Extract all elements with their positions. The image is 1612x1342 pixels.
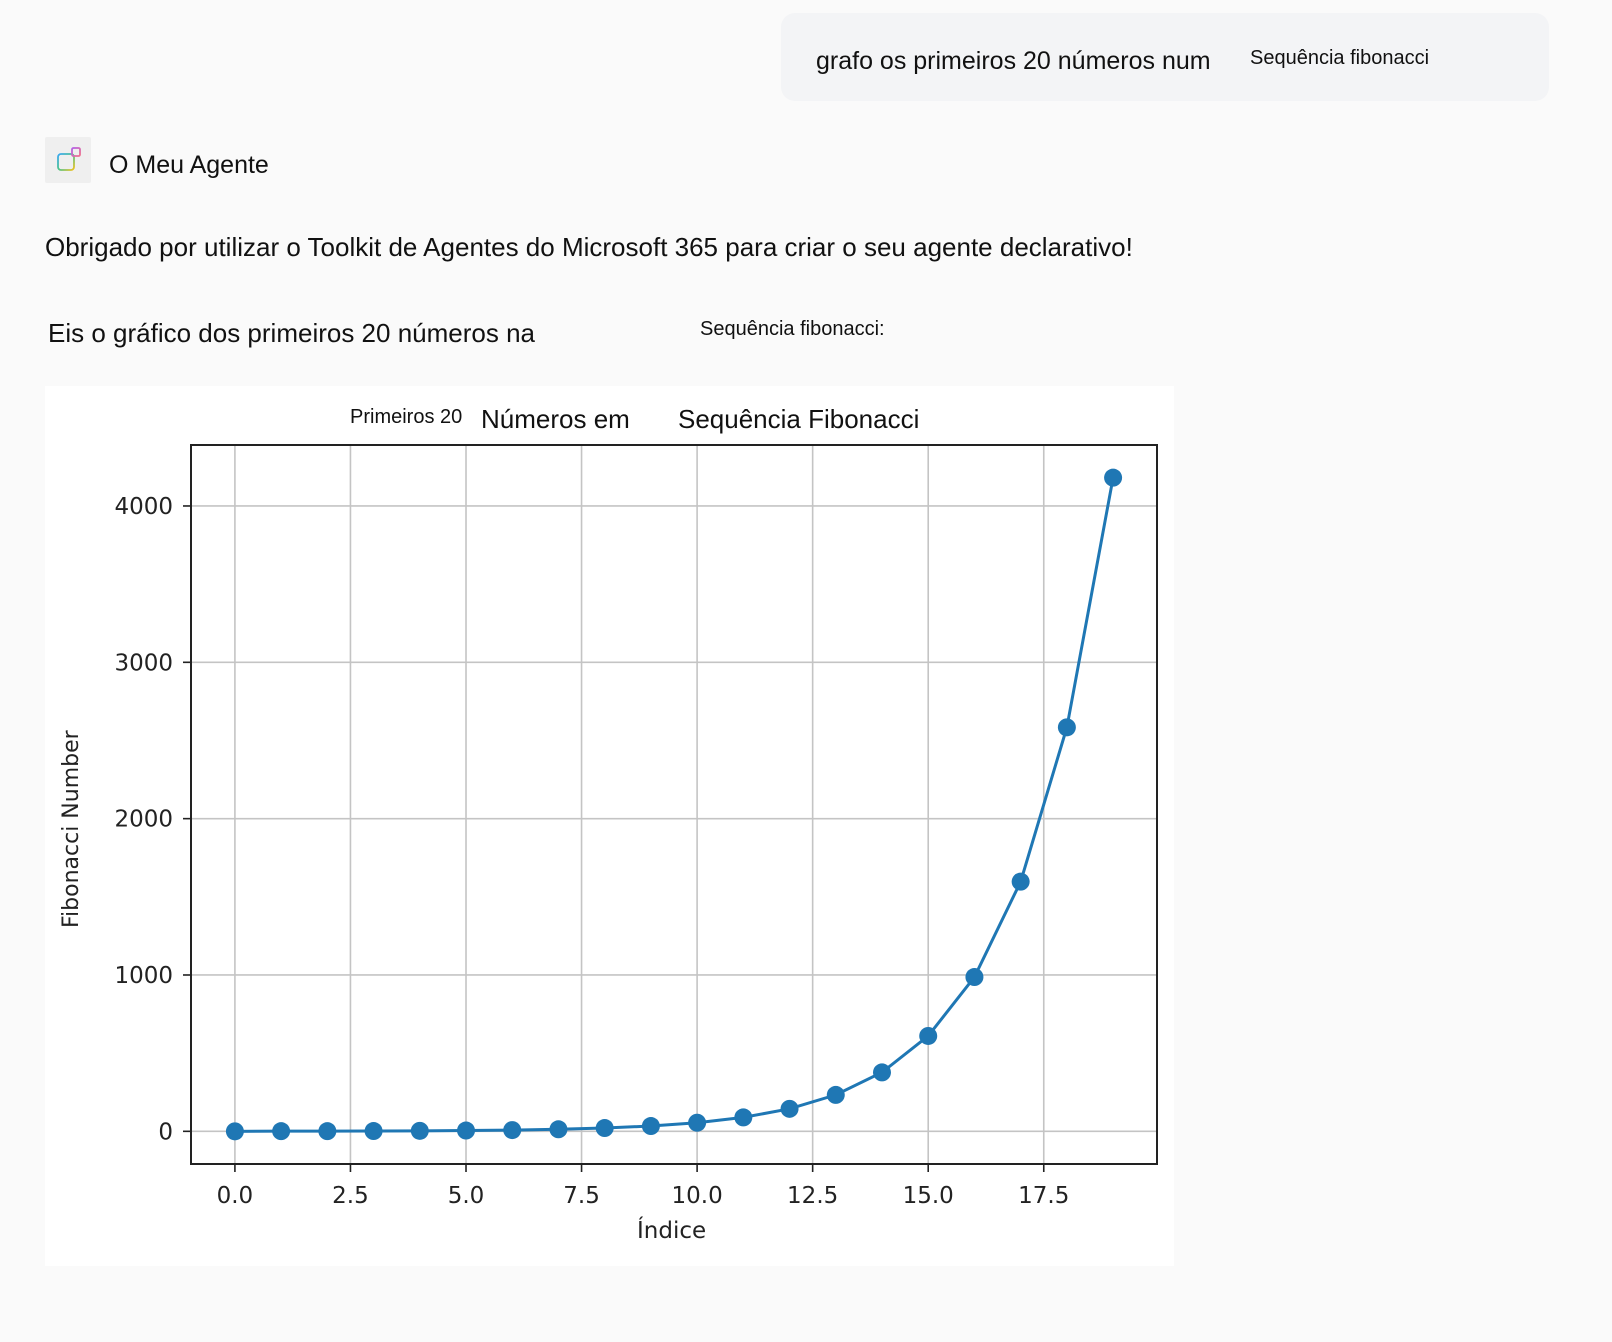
y-tick-label: 2000 — [114, 807, 173, 833]
response-greeting: Obrigado por utilizar o Toolkit de Agent… — [45, 232, 1133, 262]
data-point — [549, 1120, 568, 1139]
y-tick-label: 3000 — [114, 650, 173, 676]
user-message-bubble: grafo os primeiros 20 números num Sequên… — [781, 13, 1549, 101]
data-point — [734, 1108, 753, 1127]
data-point — [641, 1117, 660, 1136]
data-point — [780, 1099, 799, 1118]
agent-name: O Meu Agente — [109, 151, 269, 179]
line-chart: 0.0 2.5 5.0 7.5 10.0 12.5 15.0 17.5 0 1000 2000 300… — [114, 444, 1158, 1209]
data-point — [503, 1121, 522, 1140]
y-tick-label: 4000 — [114, 494, 173, 520]
axis-ticks: 0.0 2.5 5.0 7.5 10.0 12.5 15.0 17.5 0 1000 2000 300… — [114, 494, 1069, 1209]
user-message-text: grafo os primeiros 20 números num — [816, 47, 1211, 75]
x-tick-label: 15.0 — [903, 1183, 954, 1209]
x-tick-label: 5.0 — [448, 1183, 485, 1209]
data-point — [318, 1122, 337, 1141]
chart-title-part-3: Sequência Fibonacci — [678, 404, 920, 434]
series-line — [234, 477, 1115, 1133]
data-point — [272, 1122, 291, 1141]
agent-grid-icon — [45, 137, 91, 183]
plot-frame — [190, 444, 1158, 1165]
data-point — [1104, 468, 1123, 487]
data-point — [688, 1113, 707, 1132]
x-tick-label: 10.0 — [672, 1183, 723, 1209]
x-tick-label: 2.5 — [332, 1183, 369, 1209]
data-point — [225, 1122, 244, 1141]
data-point — [965, 968, 984, 987]
y-tick-label: 1000 — [114, 963, 173, 989]
data-point — [826, 1085, 845, 1104]
data-point — [457, 1121, 476, 1140]
x-tick-label: 17.5 — [1018, 1183, 1069, 1209]
data-point — [919, 1026, 938, 1045]
data-point — [1011, 872, 1030, 891]
data-point — [1057, 718, 1076, 737]
response-intro-inline: Sequência fibonacci: — [700, 318, 885, 340]
data-point — [364, 1122, 383, 1141]
data-point — [872, 1063, 891, 1082]
user-message-inline-text: Sequência fibonacci — [1250, 47, 1430, 69]
x-axis-label: Índice — [637, 1218, 707, 1244]
y-tick-label: 0 — [158, 1119, 173, 1145]
data-point — [595, 1119, 614, 1138]
x-tick-label: 12.5 — [787, 1183, 838, 1209]
chart-card: Primeiros 20 Números em Sequência Fibona… — [45, 386, 1174, 1266]
chart-title-part-2: Números em — [481, 404, 630, 434]
y-axis-label: Fibonacci Number — [59, 730, 84, 928]
x-tick-label: 7.5 — [563, 1183, 600, 1209]
data-point — [410, 1121, 429, 1140]
response-intro: Eis o gráfico dos primeiros 20 números n… — [48, 318, 536, 348]
grid-lines — [191, 445, 1157, 1164]
x-tick-label: 0.0 — [217, 1183, 254, 1209]
data-series — [225, 468, 1123, 1141]
chart-title-part-1: Primeiros 20 — [350, 406, 463, 428]
